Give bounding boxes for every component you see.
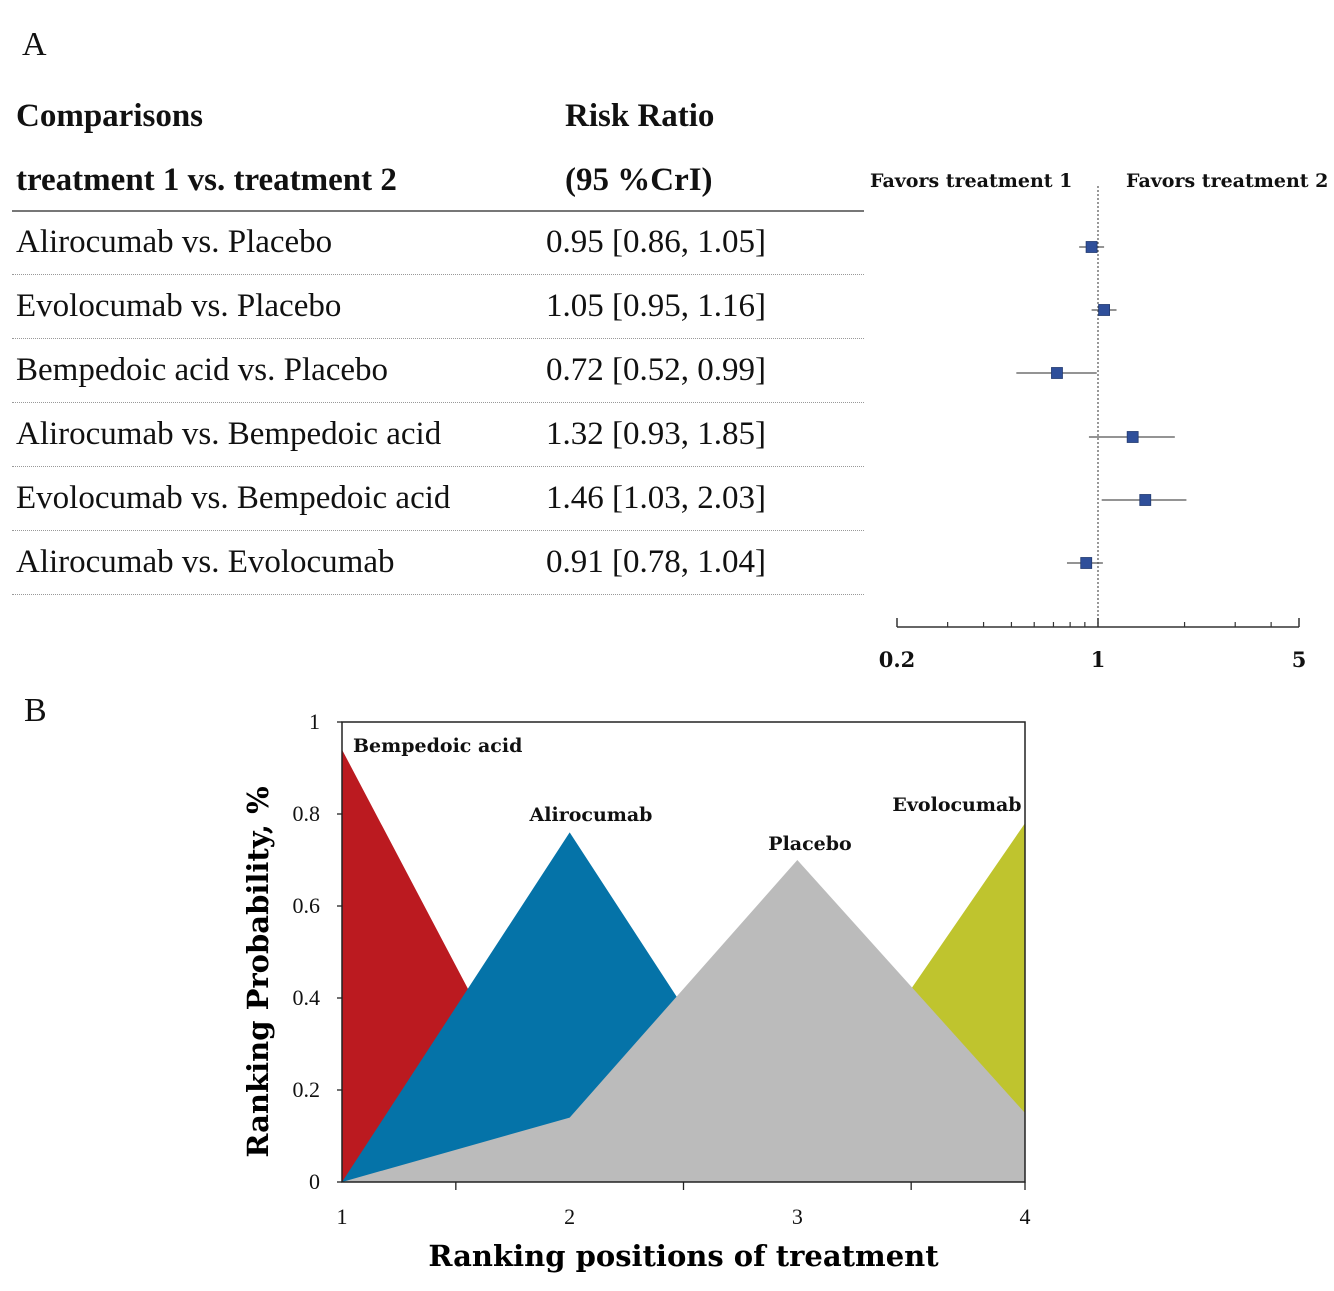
row-divider	[12, 466, 864, 467]
series-label: Placebo	[768, 833, 851, 855]
area-series-placebo	[342, 860, 1025, 1182]
table-header-rule	[12, 210, 864, 212]
table-row-comparison: Bempedoic acid vs. Placebo	[16, 352, 389, 388]
x-axis-label: Ranking positions of treatment	[428, 1239, 939, 1273]
row-divider	[12, 530, 864, 531]
estimate-marker	[1085, 241, 1098, 253]
table-row-comparison: Alirocumab vs. Bempedoic acid	[16, 416, 442, 452]
comparisons-subheader: treatment 1 vs. treatment 2	[16, 162, 397, 198]
estimate-marker	[1139, 494, 1152, 506]
table-row-estimate: 1.46 [1.03, 2.03]	[546, 480, 766, 516]
series-label: Evolocumab	[892, 794, 1021, 816]
row-divider	[12, 402, 864, 403]
forest-tick-label: 0.2	[879, 647, 916, 672]
y-tick-label: 0.4	[293, 985, 321, 1010]
comparisons-header: Comparisons	[16, 98, 204, 134]
series-label: Alirocumab	[529, 804, 653, 826]
x-tick-label: 1	[337, 1204, 348, 1229]
estimate-marker	[1126, 431, 1139, 443]
table-row-estimate: 0.95 [0.86, 1.05]	[546, 224, 766, 260]
table-row-estimate: 1.32 [0.93, 1.85]	[546, 416, 766, 452]
forest-tick-label: 5	[1292, 647, 1307, 672]
table-row-estimate: 1.05 [0.95, 1.16]	[546, 288, 766, 324]
series-label: Bempedoic acid	[353, 735, 522, 757]
y-tick-label: 0.8	[293, 801, 321, 826]
table-row-comparison: Alirocumab vs. Evolocumab	[16, 544, 395, 580]
y-axis-label: Ranking Probability, %	[241, 786, 275, 1157]
table-row-comparison: Evolocumab vs. Bempedoic acid	[16, 480, 451, 516]
y-tick-label: 0.6	[293, 893, 321, 918]
x-tick-label: 3	[792, 1204, 803, 1229]
estimate-marker	[1080, 557, 1093, 569]
estimate-marker	[1098, 304, 1110, 316]
favors-treatment-2-label: Favors treatment 2	[1126, 170, 1329, 192]
panel-a-letter: A	[22, 26, 47, 63]
forest-plot: 0.2 1 5	[879, 186, 1307, 672]
table-row-estimate: 0.72 [0.52, 0.99]	[546, 352, 766, 388]
table-row-estimate: 0.91 [0.78, 1.04]	[546, 544, 766, 580]
panel-b-letter: B	[24, 692, 47, 729]
favors-treatment-1-label: Favors treatment 1	[870, 170, 1073, 192]
row-divider	[12, 594, 864, 595]
estimate-marker	[1051, 367, 1063, 379]
y-tick-label: 0	[309, 1169, 320, 1194]
y-tick-label: 0.2	[293, 1077, 321, 1102]
table-row-comparison: Evolocumab vs. Placebo	[16, 288, 342, 324]
row-divider	[12, 338, 864, 339]
x-tick-label: 4	[1020, 1204, 1031, 1229]
row-divider	[12, 274, 864, 275]
risk-ratio-header: Risk Ratio	[565, 98, 715, 134]
x-tick-label: 2	[564, 1204, 575, 1229]
table-row-comparison: Alirocumab vs. Placebo	[16, 224, 333, 260]
risk-ratio-subheader: (95 %CrI)	[565, 162, 713, 198]
y-tick-label: 1	[309, 709, 320, 734]
forest-tick-label: 1	[1091, 647, 1106, 672]
